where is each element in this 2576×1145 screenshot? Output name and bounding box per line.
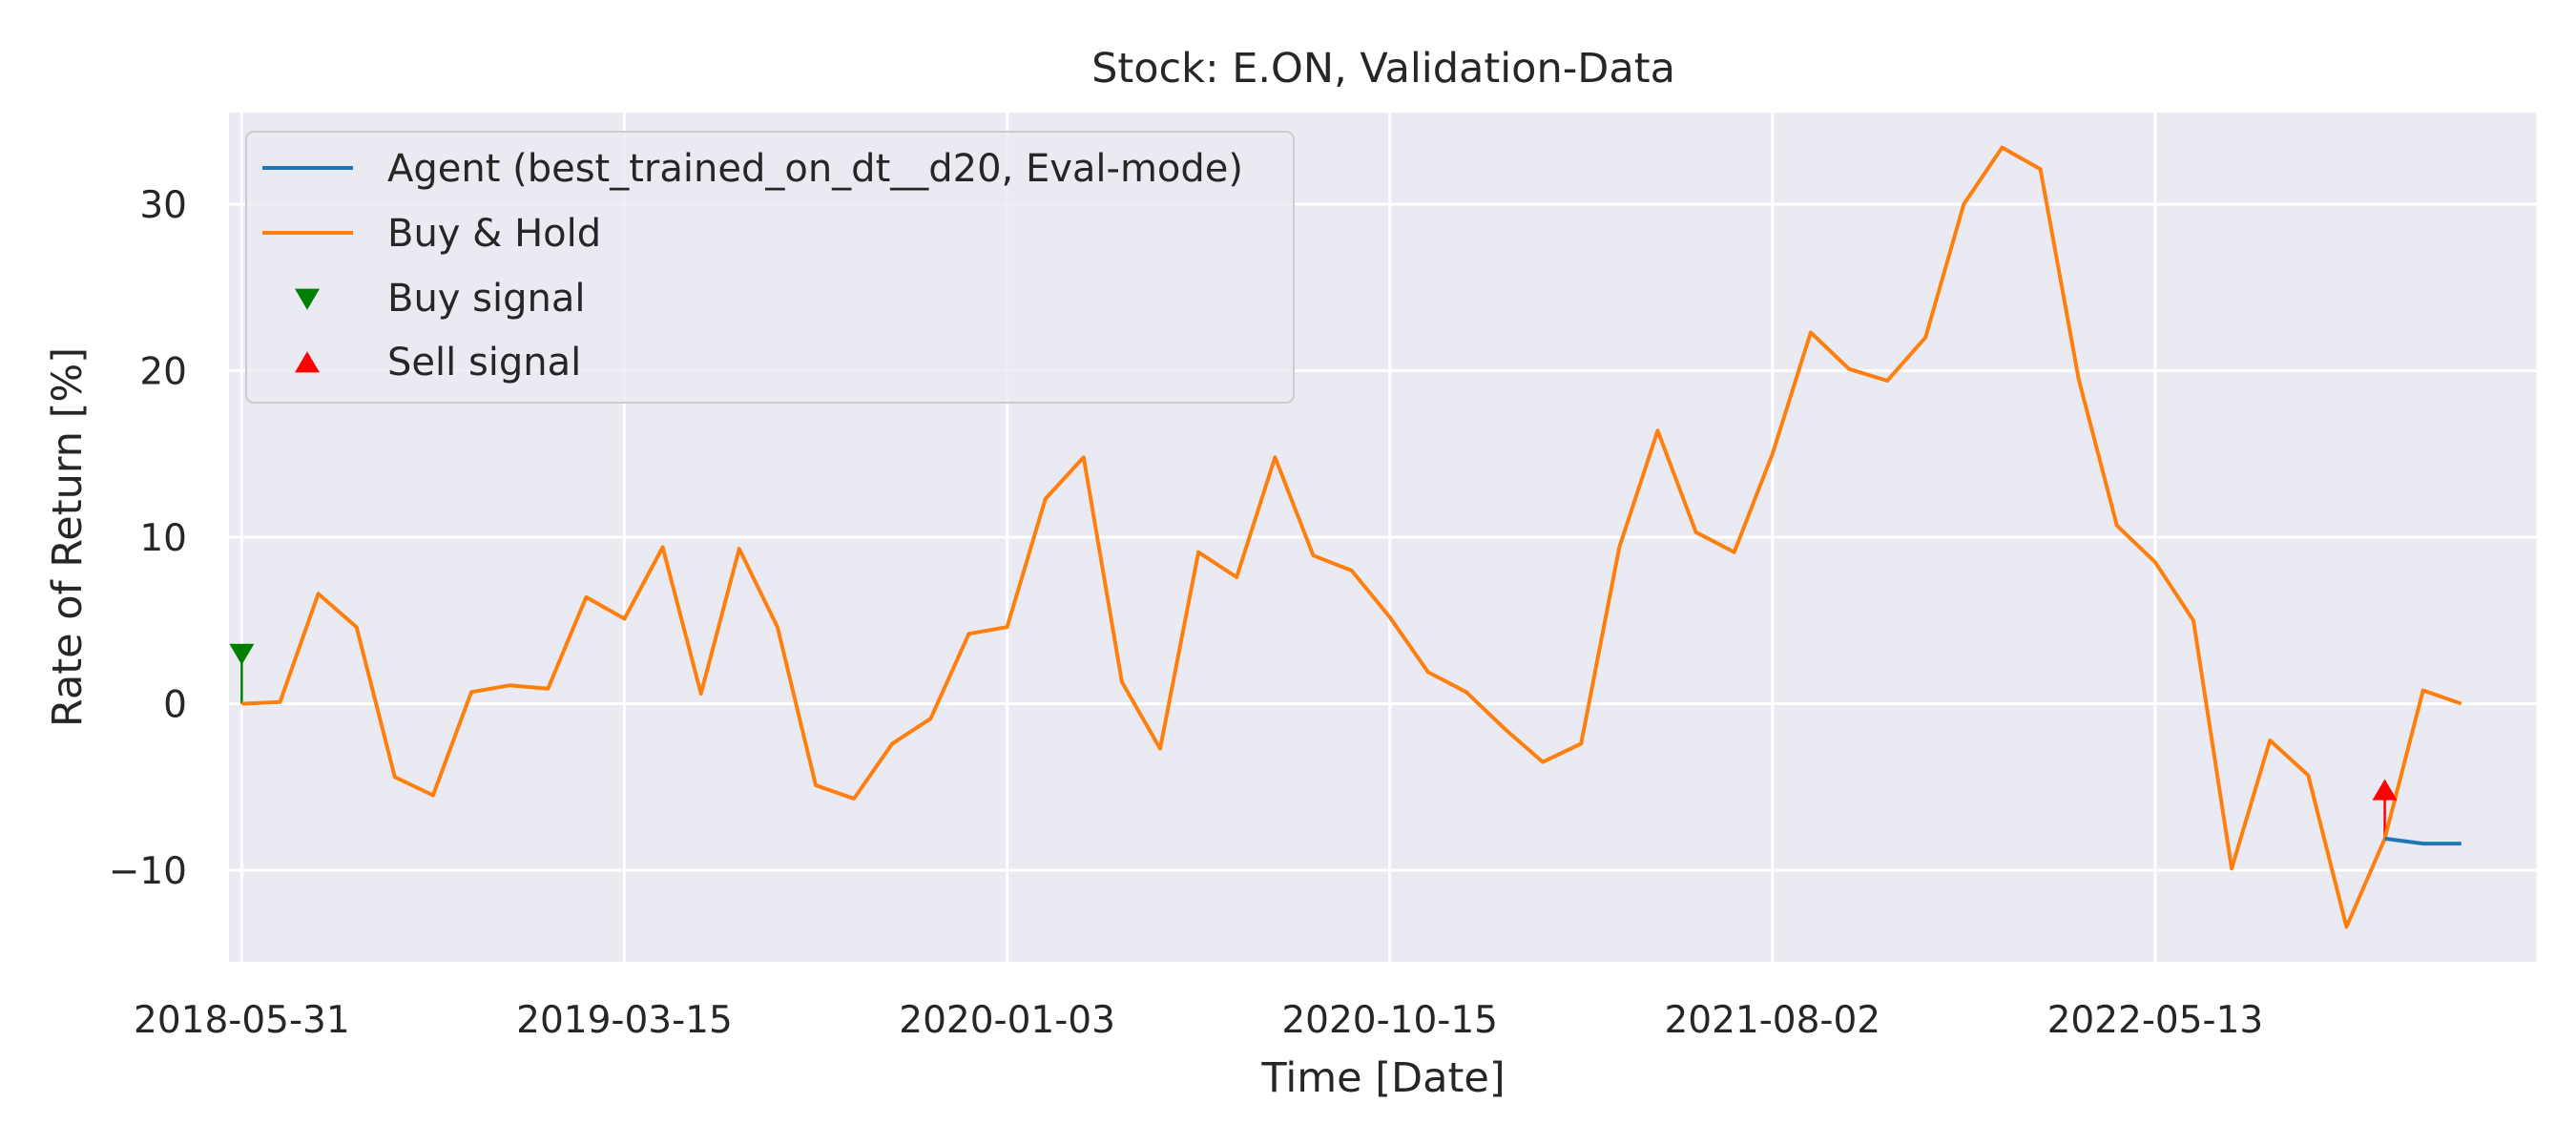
buy-hold-series-line	[241, 145, 2462, 929]
legend: Agent (best_trained_on_dt__d20, Eval-mod…	[245, 131, 1295, 404]
sell-signal-marker	[2372, 779, 2398, 801]
x-tick-label: 2022-05-13	[2047, 999, 2264, 1042]
y-tick-label: 10	[139, 517, 187, 560]
buy-signal-marker	[229, 643, 255, 665]
y-tick-label: −10	[109, 850, 187, 893]
x-axis-label: Time [Date]	[1260, 1054, 1505, 1102]
legend-sell-signal-marker	[295, 351, 320, 373]
x-tick-label: 2018-05-31	[134, 999, 350, 1042]
y-tick-labels: −10 0 10 20 30	[109, 184, 187, 893]
x-tick-label: 2020-01-03	[899, 999, 1115, 1042]
x-tick-label: 2021-08-02	[1664, 999, 1880, 1042]
legend-buy-signal-marker	[295, 288, 320, 310]
legend-box	[245, 131, 1295, 404]
y-tick-label: 20	[139, 350, 187, 393]
x-tick-label: 2019-03-15	[516, 999, 733, 1042]
series-lines	[241, 145, 2462, 929]
y-tick-label: 0	[163, 684, 187, 727]
legend-agent-label: Agent (best_trained_on_dt__d20, Eval-mod…	[387, 147, 1243, 191]
legend-buy-signal-label: Buy signal	[387, 277, 586, 321]
chart-title: Stock: E.ON, Validation-Data	[1091, 45, 1675, 93]
agent-series-line	[2384, 836, 2462, 846]
legend-sell-signal-label: Sell signal	[387, 341, 581, 385]
legend-buy-hold-label: Buy & Hold	[387, 212, 601, 256]
y-tick-label: 30	[139, 184, 187, 227]
signal-markers	[229, 643, 2398, 801]
x-tick-labels: 2018-05-31 2019-03-15 2020-01-03 2020-10-15…	[134, 999, 2263, 1042]
x-tick-label: 2020-10-15	[1281, 999, 1498, 1042]
grid	[229, 113, 2540, 962]
y-axis-label: Rate of Return [%]	[44, 347, 92, 727]
